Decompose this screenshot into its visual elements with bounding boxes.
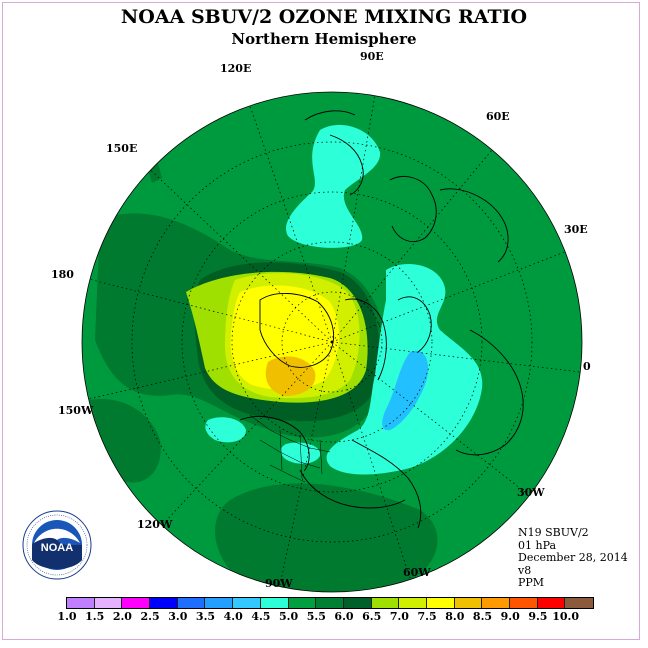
contour-blue-region bbox=[382, 350, 429, 431]
contour-cyan-region bbox=[286, 124, 381, 248]
globe-outline bbox=[81, 91, 583, 593]
latitude-circles bbox=[131, 141, 533, 543]
longitude-label-180: 180 bbox=[51, 268, 74, 281]
longitude-label-120w: 120W bbox=[137, 518, 173, 531]
color-scale-tick: 2.5 bbox=[140, 610, 160, 623]
color-swatch bbox=[150, 598, 178, 608]
noaa-logo: NOAA bbox=[22, 510, 92, 580]
longitude-label-150w: 150W bbox=[58, 404, 94, 417]
color-scale-tick: 6.0 bbox=[334, 610, 354, 623]
longitude-label-90e: 90E bbox=[360, 50, 384, 63]
longitude-label-150e: 150E bbox=[106, 142, 138, 155]
color-scale-tick: 1.5 bbox=[85, 610, 105, 623]
color-scale-tick: 4.0 bbox=[223, 610, 243, 623]
info-date: December 28, 2014 bbox=[518, 551, 628, 564]
coastlines bbox=[239, 110, 524, 529]
color-swatch bbox=[67, 598, 95, 608]
plot-frame bbox=[2, 2, 640, 640]
color-scale-tick: 6.5 bbox=[362, 610, 382, 623]
color-swatch bbox=[565, 598, 594, 608]
info-level: 01 hPa bbox=[518, 538, 557, 552]
longitude-label-30e: 30E bbox=[564, 223, 588, 236]
color-scale-tick: 7.5 bbox=[417, 610, 437, 623]
info-units: PPM bbox=[518, 576, 545, 589]
contour-yellow-region bbox=[230, 285, 340, 390]
color-swatch bbox=[288, 598, 317, 608]
longitude-label-90w: 90W bbox=[265, 577, 293, 590]
longitude-label-120e: 120E bbox=[220, 62, 252, 75]
color-scale-tick: 10.0 bbox=[552, 610, 579, 623]
color-swatch bbox=[94, 598, 123, 608]
page-title: NOAA SBUV/2 OZONE MIXING RATIO bbox=[120, 6, 528, 28]
color-scale-tick: 3.5 bbox=[195, 610, 216, 623]
color-scale-tick: 9.0 bbox=[500, 610, 520, 623]
political-boundaries bbox=[249, 414, 331, 483]
color-swatch bbox=[537, 598, 566, 608]
color-scale-tick: 8.5 bbox=[472, 610, 493, 623]
info-version: v8 bbox=[518, 563, 532, 577]
color-scale-tick: 9.5 bbox=[528, 610, 548, 623]
color-swatch bbox=[260, 598, 289, 608]
color-swatch bbox=[426, 598, 455, 608]
color-scale-tick: 5.0 bbox=[279, 610, 299, 623]
color-swatch bbox=[510, 598, 538, 608]
color-swatch bbox=[233, 598, 261, 608]
contour-dark-green-region bbox=[215, 483, 438, 592]
longitude-label-60e: 60E bbox=[486, 110, 510, 123]
info-satellite: N19 SBUV/2 bbox=[518, 526, 589, 539]
page-subtitle: Northern Hemisphere bbox=[231, 30, 417, 48]
color-swatch bbox=[316, 598, 344, 608]
color-swatch bbox=[482, 598, 510, 608]
longitude-label-60w: 60W bbox=[403, 566, 431, 579]
color-scale-tick: 7.0 bbox=[389, 610, 409, 623]
color-scale-bar bbox=[66, 597, 595, 609]
meridians bbox=[84, 94, 581, 586]
color-swatch bbox=[205, 598, 234, 608]
info-block: N19 SBUV/2 01 hPa December 28, 2014 v8 P… bbox=[518, 526, 628, 590]
longitude-label-30w: 30W bbox=[517, 486, 545, 499]
longitude-label-0: 0 bbox=[583, 360, 591, 373]
color-scale-tick: 3.0 bbox=[168, 610, 188, 623]
color-swatch bbox=[343, 598, 372, 608]
color-scale-tick: 5.5 bbox=[306, 610, 326, 623]
color-swatch bbox=[122, 598, 151, 608]
color-scale-tick: 8.0 bbox=[445, 610, 465, 623]
color-swatch bbox=[177, 598, 206, 608]
contour-orange-region bbox=[265, 356, 316, 396]
color-scale-tick: 1.0 bbox=[57, 610, 77, 623]
color-swatch bbox=[399, 598, 427, 608]
color-swatch bbox=[371, 598, 400, 608]
color-scale-tick: 4.5 bbox=[251, 610, 271, 623]
color-scale-tick: 2.0 bbox=[112, 610, 132, 623]
noaa-logo-text: NOAA bbox=[41, 542, 73, 554]
color-swatch bbox=[454, 598, 483, 608]
